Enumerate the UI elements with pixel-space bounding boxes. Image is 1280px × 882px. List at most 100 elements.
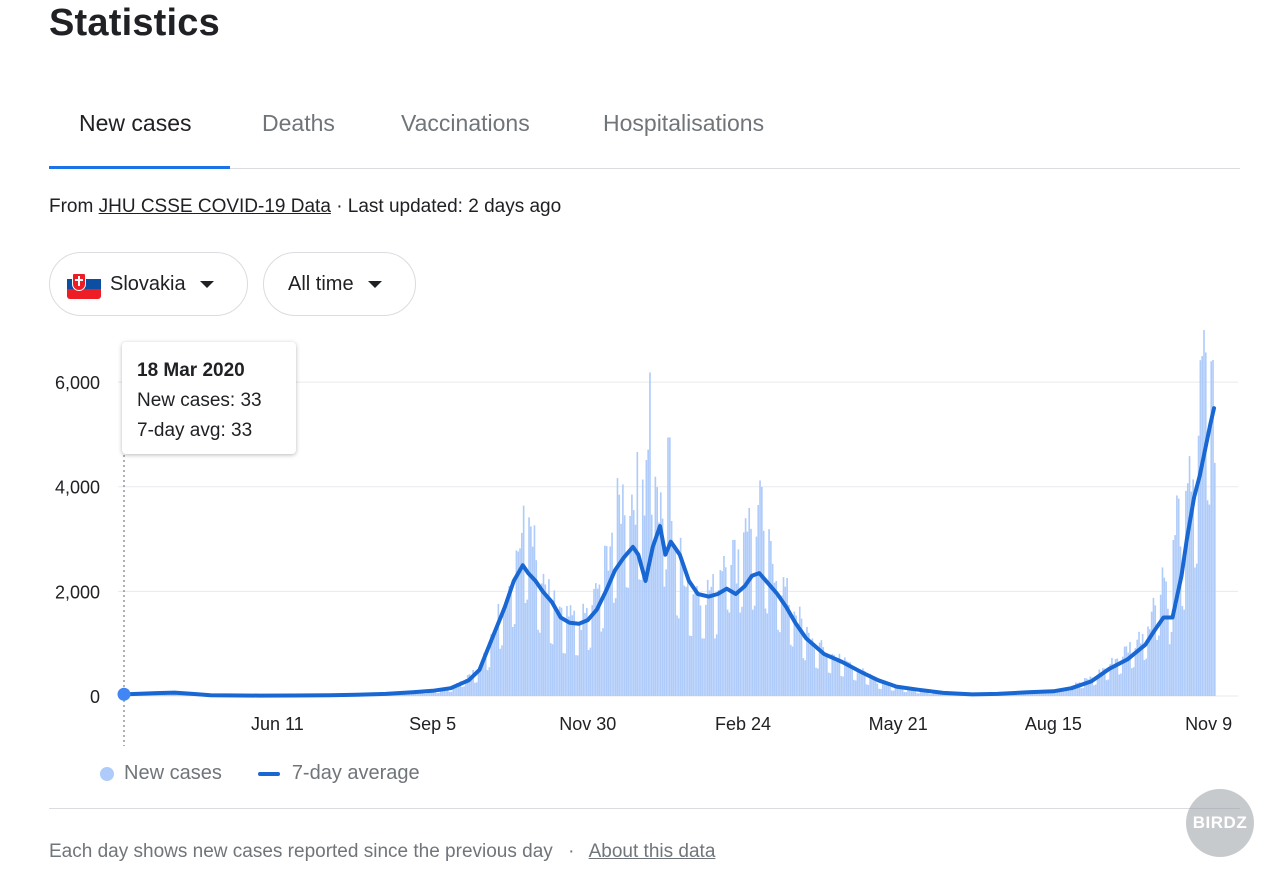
case-bar — [1154, 605, 1157, 696]
case-bar — [441, 690, 444, 696]
cases-chart[interactable]: 0 2,000 4,000 6,000 Jun 11 Sep 5 Nov 30 Feb 24 M… — [0, 330, 1280, 750]
time-range-label: All time — [288, 272, 354, 295]
seven-day-average-line — [122, 406, 1216, 698]
case-bar — [831, 653, 834, 696]
case-bar — [490, 634, 492, 696]
tab-deaths[interactable]: Deaths — [262, 110, 335, 136]
case-bar — [160, 694, 162, 696]
case-bar — [780, 595, 783, 696]
case-bar — [506, 595, 509, 696]
case-bar — [1129, 642, 1131, 696]
case-bar — [412, 694, 415, 696]
case-bar — [921, 691, 924, 696]
case-bar — [715, 634, 718, 696]
case-bar — [454, 686, 456, 696]
case-bar — [1069, 690, 1072, 696]
case-bar — [737, 549, 740, 696]
case-bar — [854, 680, 857, 696]
case-bar — [806, 626, 808, 696]
case-bar — [797, 623, 799, 696]
case-bar — [1130, 668, 1133, 696]
case-bar — [432, 691, 435, 696]
case-bar — [1051, 691, 1054, 696]
case-bar — [1163, 577, 1166, 696]
case-bar — [869, 673, 871, 696]
case-bar — [685, 586, 687, 696]
case-bar — [436, 693, 438, 696]
case-bar — [907, 688, 909, 696]
case-bar — [1116, 658, 1119, 696]
case-bar — [1140, 643, 1142, 696]
case-bar — [894, 687, 897, 696]
case-bar — [419, 691, 422, 696]
case-bar — [860, 671, 862, 696]
case-bar — [840, 676, 843, 696]
case-bar — [1132, 667, 1135, 696]
case-bar — [773, 582, 776, 696]
country-label: Slovakia — [110, 272, 186, 295]
case-bar — [650, 514, 653, 696]
case-bar — [816, 668, 819, 696]
case-bar — [847, 662, 850, 696]
about-data-link[interactable]: About this data — [588, 841, 716, 862]
source-link[interactable]: JHU CSSE COVID-19 Data — [98, 196, 331, 217]
case-bar — [1167, 608, 1169, 696]
case-bar — [423, 693, 426, 696]
case-bar — [681, 558, 684, 696]
case-bar — [892, 690, 895, 696]
case-bar — [937, 693, 940, 696]
case-bar — [750, 528, 752, 696]
case-bar — [683, 585, 686, 696]
country-dropdown[interactable]: Slovakia — [49, 252, 248, 316]
y-tick-label: 6,000 — [55, 373, 100, 393]
case-bar — [744, 518, 747, 696]
case-bar — [540, 583, 543, 696]
tooltip-avg: 7-day avg: 33 — [137, 420, 253, 441]
case-bar — [558, 606, 561, 696]
case-bar — [548, 579, 550, 696]
case-bar — [1214, 462, 1216, 696]
case-bar — [1206, 500, 1209, 696]
case-bar — [766, 613, 769, 696]
case-bar — [1042, 693, 1045, 696]
case-bar — [914, 690, 917, 696]
case-bar — [416, 692, 418, 696]
case-bar — [1094, 684, 1097, 696]
case-bar — [1084, 678, 1086, 696]
case-bar — [880, 689, 882, 696]
case-bar — [438, 692, 440, 696]
case-bar — [613, 602, 615, 696]
case-bar — [735, 583, 738, 696]
case-bar — [602, 628, 604, 696]
case-bar — [508, 585, 511, 696]
case-bar — [1107, 679, 1110, 696]
case-bar — [546, 594, 548, 696]
tab-hospitalisations[interactable]: Hospitalisations — [603, 110, 765, 136]
tab-vaccinations[interactable]: Vaccinations — [401, 110, 530, 136]
tab-new-cases[interactable]: New cases — [79, 110, 192, 136]
case-bar — [1183, 609, 1185, 696]
case-bar — [483, 652, 485, 696]
case-bar — [1170, 631, 1173, 696]
case-bar — [535, 560, 538, 696]
case-bar — [903, 691, 906, 696]
case-bar — [1078, 682, 1081, 696]
case-bar — [849, 662, 852, 696]
case-bar — [1017, 694, 1019, 696]
case-bar — [728, 612, 731, 696]
case-bar — [1082, 687, 1084, 696]
case-bar — [1149, 629, 1151, 696]
case-bar — [459, 681, 462, 696]
case-bar — [609, 546, 612, 696]
case-bar — [779, 632, 781, 696]
case-bar — [1201, 356, 1203, 696]
time-range-dropdown[interactable]: All time — [263, 252, 416, 316]
case-bar — [629, 515, 631, 696]
x-tick-label: Aug 15 — [1025, 714, 1082, 734]
case-bar — [912, 690, 915, 696]
case-bar — [726, 609, 729, 696]
case-bar — [510, 592, 512, 696]
case-bar — [1145, 658, 1148, 696]
case-bar — [705, 604, 707, 696]
